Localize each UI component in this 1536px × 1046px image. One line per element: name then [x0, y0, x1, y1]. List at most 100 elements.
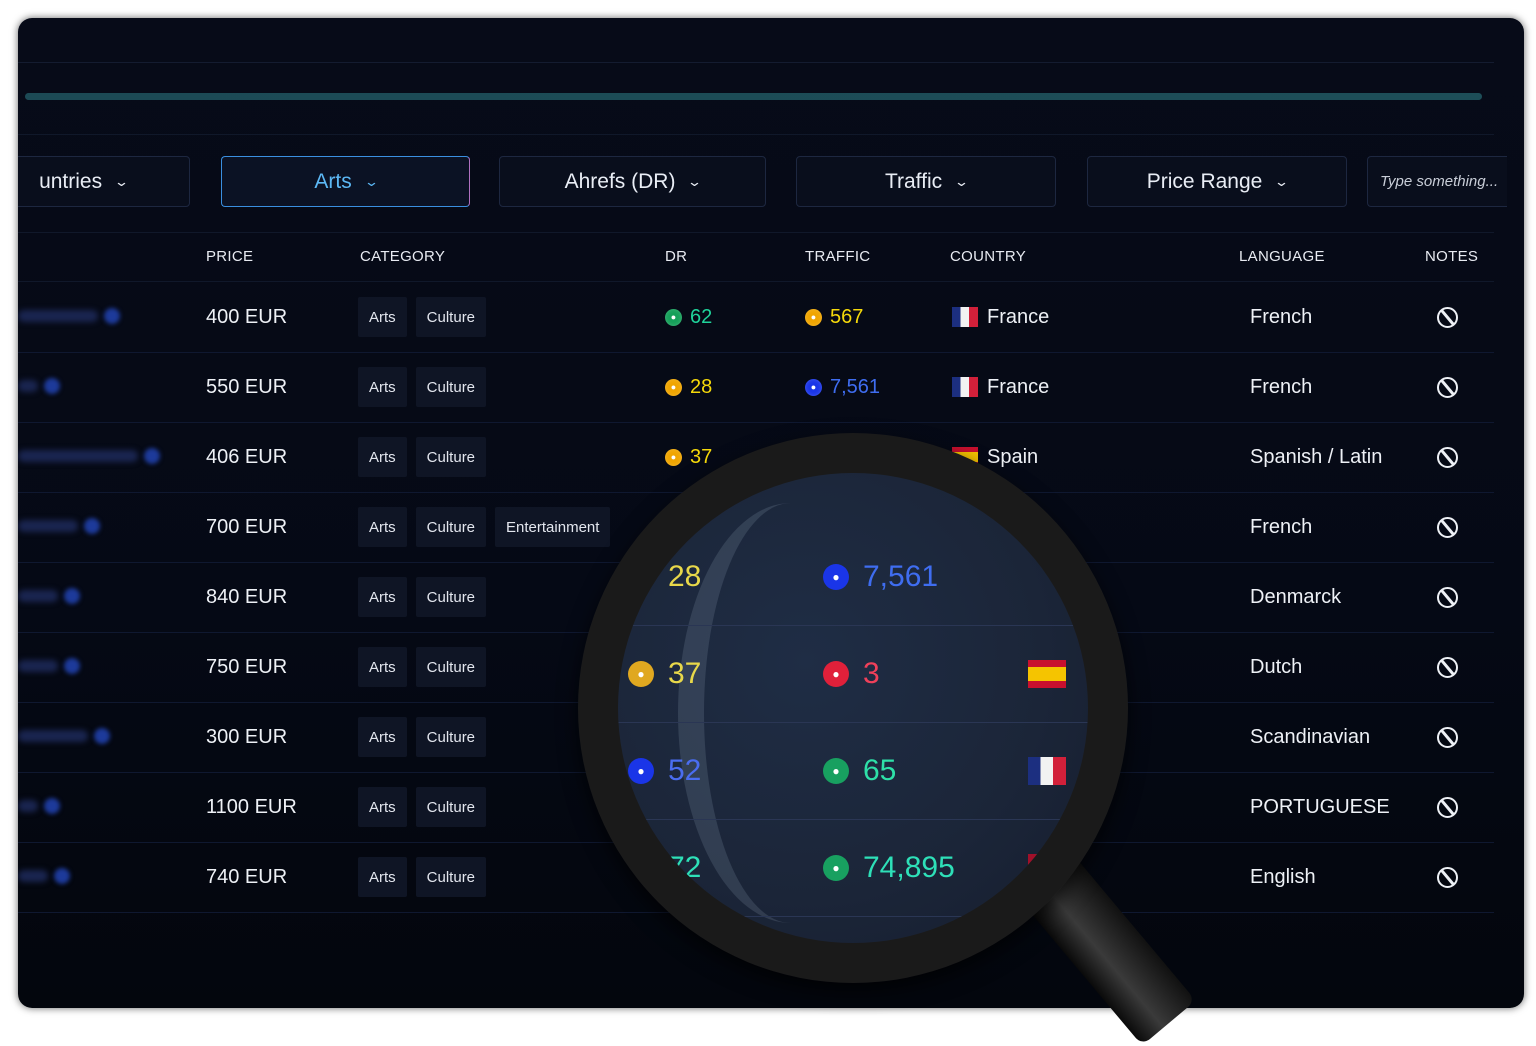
language: Scandinavian [1250, 725, 1371, 748]
price: 750 EUR [206, 655, 288, 678]
divider [18, 232, 1494, 233]
no-notes-icon[interactable] [1437, 516, 1458, 538]
category-tag[interactable]: Culture [415, 367, 487, 407]
category-tag[interactable]: Culture [415, 297, 487, 337]
table-row[interactable]: 840 EUR Arts Culture Denmarck [18, 562, 1494, 633]
no-notes-icon[interactable] [1437, 376, 1458, 398]
dr-badge-icon: ● [628, 854, 654, 881]
category-tag[interactable]: Arts [358, 437, 407, 477]
language: Dutch [1250, 655, 1303, 678]
header-language[interactable]: LANGUAGE [1239, 248, 1325, 265]
table-row[interactable]: 550 EUR Arts Culture ● 28 ● 7,561 France French [18, 352, 1494, 423]
category-filter[interactable]: Arts ⌄ [221, 156, 470, 207]
category-tag[interactable]: Arts [358, 857, 407, 897]
magnifier-lens: ● 28 ● 7,561 ● 37 ● 3 ● 52 ● 65 ● 72 ● 74,895 ●3,860 [618, 473, 1088, 943]
dr-value: 28 [690, 375, 713, 398]
category-tag[interactable]: Entertainment [495, 507, 611, 547]
dr-value: 72 [668, 850, 702, 884]
price: 406 EUR [206, 445, 288, 468]
ahrefs-dr-filter[interactable]: Ahrefs (DR) ⌄ [499, 156, 766, 207]
filter-label: untries [39, 169, 103, 193]
country-name: France [987, 305, 1050, 328]
header-price[interactable]: PRICE [206, 248, 254, 265]
verified-icon [144, 448, 160, 464]
category-tag[interactable]: Culture [415, 787, 487, 827]
language: English [1250, 865, 1316, 888]
table-row[interactable]: 740 EUR Arts Culture English [18, 842, 1494, 913]
search-input[interactable]: Type something... [1367, 156, 1507, 207]
magnified-row: ● 37 ● 3 [618, 625, 1088, 723]
traffic-value: 7,561 [863, 559, 939, 593]
no-notes-icon[interactable] [1437, 656, 1458, 678]
magnified-row: ●3,860 [618, 916, 1088, 943]
category-tag[interactable]: Culture [415, 437, 487, 477]
progress-bar [25, 93, 1482, 100]
category-tag[interactable]: Culture [415, 577, 487, 617]
spain-flag-icon [1028, 659, 1066, 688]
traffic-value: 7,561 [830, 375, 881, 398]
progress-fill [25, 93, 1482, 100]
language: French [1250, 375, 1313, 398]
dr-badge-icon: ● [628, 757, 654, 784]
verified-icon [44, 378, 60, 394]
no-notes-icon[interactable] [1437, 796, 1458, 818]
denmark-flag-icon [1028, 853, 1066, 882]
france-flag-icon [952, 307, 978, 327]
category-tag[interactable]: Arts [358, 577, 407, 617]
price-range-filter[interactable]: Price Range ⌄ [1087, 156, 1347, 207]
site-name-blurred [18, 380, 38, 392]
filter-label: Price Range [1146, 169, 1263, 193]
category-tag[interactable]: Arts [358, 507, 407, 547]
site-name-blurred [18, 310, 98, 322]
magnified-row: ● 72 ● 74,895 [618, 819, 1088, 917]
category-tag[interactable]: Arts [358, 367, 407, 407]
chevron-down-icon: ⌄ [363, 173, 379, 189]
header-country[interactable]: COUNTRY [950, 248, 1026, 265]
traffic-badge-icon: ● [823, 757, 849, 784]
dr-value: 62 [690, 305, 713, 328]
category-tag[interactable]: Culture [415, 717, 487, 757]
no-notes-icon[interactable] [1437, 866, 1458, 888]
verified-icon [94, 728, 110, 744]
countries-filter[interactable]: untries ⌄ [18, 156, 190, 207]
header-dr[interactable]: DR [665, 248, 688, 265]
no-notes-icon[interactable] [1437, 306, 1458, 328]
no-notes-icon[interactable] [1437, 446, 1458, 468]
site-name-blurred [18, 660, 58, 672]
divider [18, 281, 1494, 282]
language: Denmarck [1250, 585, 1342, 608]
chevron-down-icon: ⌄ [687, 173, 703, 189]
dr-badge-icon: ● [628, 660, 654, 687]
price: 700 EUR [206, 515, 288, 538]
traffic-filter[interactable]: Traffic ⌄ [796, 156, 1056, 207]
france-flag-icon [952, 377, 978, 397]
category-tag[interactable]: Culture [415, 647, 487, 687]
category-tag[interactable]: Culture [415, 507, 487, 547]
price: 1100 EUR [206, 795, 297, 818]
category-tag[interactable]: Arts [358, 297, 407, 337]
category-tag[interactable]: Arts [358, 647, 407, 687]
dr-value: 37 [668, 656, 702, 690]
header-notes[interactable]: NOTES [1425, 248, 1479, 265]
dr-badge-icon: ● [628, 563, 654, 590]
price: 400 EUR [206, 305, 288, 328]
table-row[interactable]: 400 EUR Arts Culture ● 62 ● 567 France French [18, 282, 1494, 353]
verified-icon [64, 588, 80, 604]
divider [18, 134, 1494, 135]
traffic-badge-icon: ● [823, 854, 849, 881]
dr-badge-icon: ● [665, 308, 682, 326]
category-tag[interactable]: Arts [358, 787, 407, 827]
dr-badge-icon: ● [665, 378, 682, 396]
no-notes-icon[interactable] [1437, 586, 1458, 608]
header-traffic[interactable]: TRAFFIC [805, 248, 871, 265]
site-name-blurred [18, 800, 38, 812]
category-tag[interactable]: Arts [358, 717, 407, 757]
traffic-badge-icon: ● [823, 660, 849, 687]
category-tag[interactable]: Culture [415, 857, 487, 897]
traffic-value: 74,895 [863, 850, 955, 884]
traffic-badge-icon: ● [823, 563, 849, 590]
language: Spanish / Latin [1250, 445, 1383, 468]
language: French [1250, 515, 1313, 538]
header-category[interactable]: CATEGORY [360, 248, 446, 265]
no-notes-icon[interactable] [1437, 726, 1458, 748]
